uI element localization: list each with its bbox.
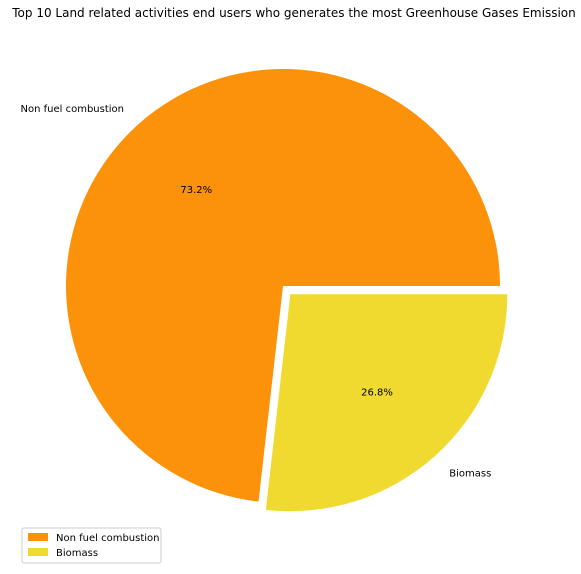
category-label-biomass: Biomass (449, 468, 491, 479)
category-label-non-fuel-combustion: Non fuel combustion (21, 104, 125, 115)
pie-labels: 73.2% Non fuel combustion 26.8% Biomass (21, 104, 492, 479)
chart-title: Top 10 Land related activities end users… (11, 6, 575, 20)
pct-label-non-fuel-combustion: 73.2% (180, 185, 212, 196)
pct-label-biomass: 26.8% (361, 387, 393, 398)
legend-box (21, 527, 162, 564)
legend-swatch-biomass (28, 548, 48, 556)
legend-label-biomass: Biomass (56, 548, 98, 559)
legend-swatch-non-fuel-combustion (28, 533, 48, 541)
legend: Non fuel combustion Biomass (21, 527, 162, 564)
legend-label-non-fuel-combustion: Non fuel combustion (56, 533, 160, 544)
pie-slice-biomass (265, 294, 508, 512)
pie-slices (66, 68, 508, 512)
pie-slice-non-fuel-combustion (66, 68, 501, 502)
